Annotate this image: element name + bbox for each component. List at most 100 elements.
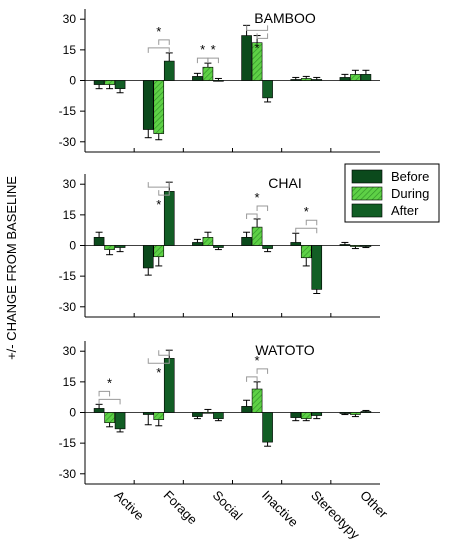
- bar-after: [213, 80, 224, 82]
- bar-before: [290, 412, 302, 418]
- significance-bracket: [98, 390, 111, 397]
- y-tick-label: -15: [59, 436, 77, 450]
- bar-after: [213, 412, 224, 419]
- bar-after: [262, 412, 273, 443]
- significance-bracket: [196, 57, 209, 64]
- legend-label-before: Before: [391, 169, 429, 184]
- y-tick-label: -30: [59, 135, 77, 149]
- legend-label-after: After: [391, 203, 419, 218]
- bar-before: [241, 406, 252, 413]
- significance-bracket: [256, 33, 269, 39]
- bar-before: [339, 244, 351, 246]
- y-axis-label: +/- CHANGE FROM BASELINE: [4, 176, 19, 360]
- bar-during: [202, 412, 214, 414]
- y-tick-label: 15: [63, 43, 77, 57]
- y-tick-label: -15: [59, 269, 77, 283]
- category-label: Stereotypy: [308, 488, 363, 543]
- bar-after: [114, 245, 126, 248]
- bar-after: [360, 411, 372, 413]
- significance-star: *: [156, 365, 161, 380]
- y-tick-label: 0: [69, 239, 76, 253]
- bar-after: [213, 245, 224, 248]
- bar-after: [114, 412, 126, 430]
- bar-before: [290, 79, 302, 81]
- bar-before: [192, 242, 203, 246]
- bar-after: [114, 80, 126, 89]
- bar-during: [153, 412, 165, 420]
- y-tick-label: -30: [59, 467, 77, 481]
- category-label: Social: [210, 488, 246, 524]
- bar-during: [202, 66, 214, 81]
- panel-title: BAMBOO: [254, 10, 316, 26]
- bar-during: [350, 245, 361, 247]
- significance-star: *: [107, 375, 112, 390]
- category-label: Inactive: [259, 488, 301, 530]
- significance-bracket: [158, 39, 170, 45]
- bar-during: [202, 237, 214, 246]
- significance-star: *: [200, 42, 205, 57]
- bar-after: [262, 245, 273, 249]
- category-label: Active: [111, 488, 147, 524]
- panel-bamboo: -30 -15 0 15 30 BAMBOO * * * *: [59, 9, 380, 153]
- bar-before: [93, 408, 105, 413]
- bar-after: [311, 245, 323, 290]
- significance-star: *: [211, 42, 216, 57]
- bar-after: [262, 80, 273, 99]
- significance-bracket: [246, 25, 269, 31]
- bar-before: [142, 80, 154, 130]
- bar-after: [360, 245, 372, 247]
- legend-label-during: During: [391, 186, 429, 201]
- bar-before: [93, 237, 105, 246]
- bar-before: [339, 412, 351, 414]
- bar-after: [311, 79, 323, 81]
- significance-star: *: [156, 24, 161, 39]
- significance-star: *: [156, 197, 161, 212]
- bar-before: [142, 245, 154, 269]
- significance-bracket: [147, 182, 170, 188]
- significance-bracket: [147, 47, 170, 53]
- bar-during: [300, 78, 312, 81]
- legend-swatch-after: [351, 203, 383, 218]
- bar-before: [192, 412, 203, 417]
- significance-bracket: [147, 358, 170, 364]
- significance-bracket: [256, 205, 269, 211]
- bar-before: [192, 76, 203, 81]
- significance-bracket: [158, 190, 170, 196]
- category-label: Forage: [161, 488, 201, 528]
- y-tick-label: -15: [59, 104, 77, 118]
- significance-star: *: [304, 204, 309, 219]
- legend-swatch-during: [351, 186, 383, 201]
- y-tick-label: -30: [59, 300, 77, 314]
- bar-during: [300, 412, 312, 419]
- y-tick-label: 15: [63, 375, 77, 389]
- bar-before: [93, 80, 105, 85]
- significance-star: *: [255, 40, 260, 55]
- bar-during: [153, 245, 165, 258]
- significance-bracket: [98, 398, 121, 405]
- significance-bracket: [246, 376, 258, 382]
- panel-title: WATOTO: [255, 342, 314, 358]
- y-tick-label: 0: [69, 406, 76, 420]
- significance-bracket: [256, 368, 269, 374]
- panel-title: CHAI: [268, 175, 301, 191]
- y-tick-label: 0: [69, 74, 76, 88]
- bar-before: [339, 77, 351, 81]
- bar-during: [153, 80, 165, 134]
- bar-during: [104, 80, 115, 85]
- bar-during: [350, 74, 361, 81]
- legend-swatch-before: [351, 169, 383, 184]
- y-tick-label: 30: [63, 344, 77, 358]
- significance-star: *: [255, 353, 260, 368]
- significance-bracket: [246, 213, 258, 219]
- significance-bracket: [295, 227, 318, 234]
- bar-during: [251, 226, 263, 246]
- bar-before: [241, 35, 252, 81]
- y-tick-label: 30: [63, 177, 77, 191]
- bar-during: [350, 412, 361, 415]
- bar-after: [163, 60, 175, 81]
- bar-before: [241, 237, 252, 246]
